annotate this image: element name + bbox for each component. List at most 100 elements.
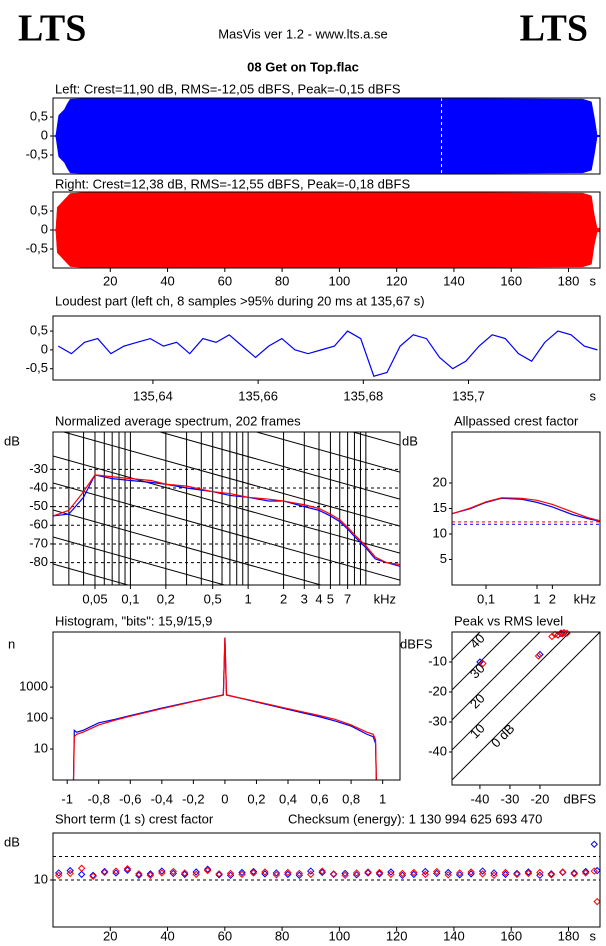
- slope-line: [53, 455, 400, 554]
- x-tick-label: 1: [245, 591, 252, 606]
- chart-title: Allpassed crest factor: [454, 413, 579, 428]
- data-line: [53, 474, 400, 567]
- data-point: [77, 870, 86, 879]
- x-tick-label: 4: [315, 591, 322, 606]
- x-tick-label: 3: [301, 591, 308, 606]
- x-tick-label: 0,2: [157, 591, 175, 606]
- data-point: [55, 871, 63, 880]
- y-tick-label: 15: [433, 500, 447, 515]
- slope-line: [61, 432, 400, 527]
- data-point: [203, 866, 212, 875]
- slope-line: [53, 509, 323, 585]
- chart-title: Loudest part (left ch, 8 samples >95% du…: [55, 293, 425, 308]
- slope-line: [53, 536, 227, 585]
- data-point: [536, 871, 544, 880]
- data-point: [524, 869, 533, 878]
- data-point: [513, 869, 521, 878]
- chart-title: Left: Crest=11,90 dB, RMS=-12,05 dBFS, P…: [55, 81, 401, 96]
- y-axis-label: n: [8, 636, 15, 651]
- y-tick-label: 10: [433, 525, 447, 540]
- x-tick-label: 135,68: [343, 388, 383, 403]
- plot-frame: [451, 431, 601, 586]
- y-tick-label: -40: [428, 743, 447, 758]
- x-tick-label: 100: [329, 928, 351, 943]
- y-axis-label: dBFS: [400, 636, 433, 651]
- data-point: [590, 840, 598, 848]
- x-tick-label: 100: [329, 273, 351, 288]
- data-point: [387, 870, 395, 879]
- y-tick-label: -50: [29, 498, 48, 513]
- x-tick-label: -0,4: [151, 791, 173, 806]
- waveform: [53, 192, 600, 268]
- data-point: [181, 869, 189, 877]
- diagonal-line: [452, 632, 511, 691]
- data-point: [284, 868, 292, 877]
- x-tick-label: 160: [500, 928, 522, 943]
- x-tick-label: 0,5: [204, 591, 222, 606]
- x-tick-label: 140: [443, 273, 465, 288]
- data-point: [478, 870, 487, 878]
- data-point: [534, 652, 543, 660]
- diagonal-line: [452, 632, 600, 781]
- data-point: [364, 869, 372, 877]
- data-point: [479, 659, 487, 668]
- data-line: [72, 637, 377, 780]
- y-tick-label: -80: [29, 554, 48, 569]
- data-point: [100, 867, 109, 876]
- x-axis-label: s: [590, 273, 597, 288]
- x-tick-label: -40: [471, 791, 490, 806]
- plot-area: [53, 856, 600, 881]
- data-point: [387, 868, 395, 876]
- data-point: [135, 870, 143, 878]
- data-point: [467, 868, 475, 876]
- data-point: [490, 869, 498, 877]
- data-line: [53, 474, 400, 566]
- x-tick-label: 135,64: [133, 388, 173, 403]
- data-point: [272, 871, 281, 879]
- x-tick-label: 120: [386, 928, 408, 943]
- x-tick-label: 0,1: [121, 591, 139, 606]
- y-tick-label: 100: [26, 709, 48, 724]
- data-point: [581, 869, 590, 877]
- data-point: [192, 868, 200, 876]
- plot-area: [452, 632, 600, 781]
- data-point: [593, 897, 601, 906]
- app-title: MasVis ver 1.2 - www.lts.a.se: [218, 26, 388, 41]
- x-axis-label: s: [590, 928, 597, 943]
- chart-title: Right: Crest=12,38 dB, RMS=-12,55 dBFS, …: [55, 176, 410, 191]
- x-tick-label: 180: [558, 273, 580, 288]
- x-tick-label: -0,8: [88, 791, 110, 806]
- x-tick-label: 2: [280, 591, 287, 606]
- y-tick-label: -60: [29, 517, 48, 532]
- slope-line: [53, 563, 130, 585]
- data-point: [364, 868, 372, 876]
- x-tick-label: 160: [500, 273, 522, 288]
- data-point: [55, 869, 63, 877]
- data-point: [89, 871, 97, 880]
- x-axis-label: kHz: [574, 591, 596, 606]
- x-tick-label: 80: [275, 928, 289, 943]
- plot-area: [53, 432, 400, 585]
- x-tick-label: 0,1: [477, 591, 495, 606]
- data-point: [77, 864, 86, 872]
- x-tick-label: 0,2: [247, 791, 265, 806]
- data-point: [547, 870, 556, 878]
- x-tick-label: 60: [218, 928, 232, 943]
- logo-right: LTS: [520, 8, 588, 50]
- y-tick-label: -40: [29, 479, 48, 494]
- data-point: [398, 869, 407, 878]
- x-tick-label: 0: [221, 791, 228, 806]
- data-line: [452, 497, 600, 522]
- data-point: [490, 871, 498, 880]
- data-point: [238, 868, 246, 877]
- data-point: [295, 869, 304, 878]
- x-tick-label: 0,4: [279, 791, 297, 806]
- x-tick-label: 180: [558, 928, 580, 943]
- y-tick-label: 0: [41, 221, 48, 236]
- data-point: [192, 870, 200, 879]
- data-point: [341, 869, 349, 878]
- data-point: [272, 869, 281, 877]
- data-point: [375, 868, 384, 877]
- y-tick-label: -70: [29, 535, 48, 550]
